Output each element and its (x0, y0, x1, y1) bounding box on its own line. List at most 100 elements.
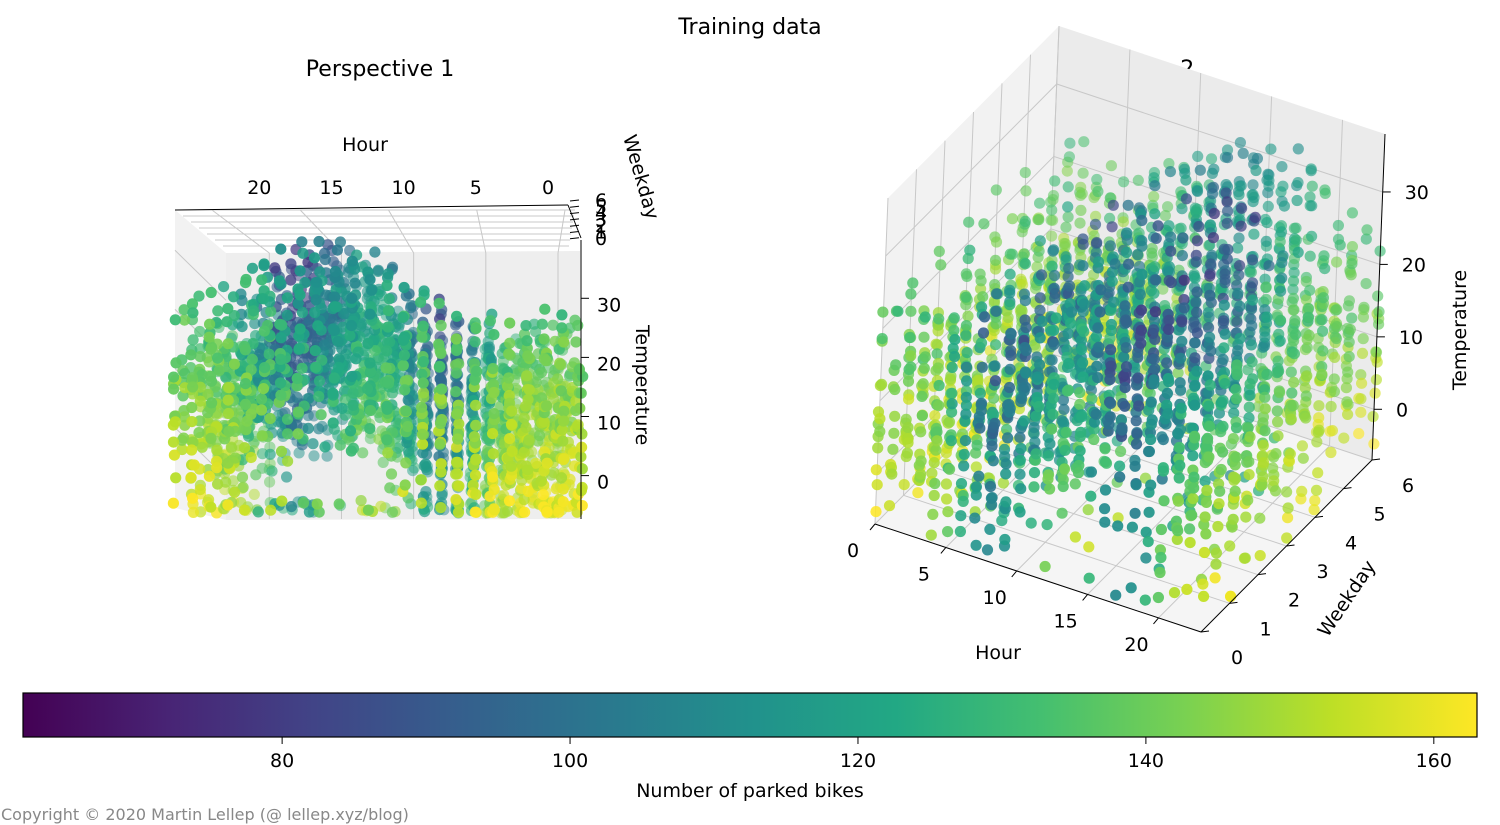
panel-1-point (275, 445, 288, 457)
panel-2-point (1060, 221, 1072, 233)
panel-2-point (1085, 466, 1097, 478)
panel-2-y-tick (1200, 630, 1210, 633)
panel-1-point (355, 495, 367, 507)
panel-2-point (1057, 394, 1069, 406)
panel-2-point (1050, 312, 1062, 324)
panel-1-point (333, 361, 345, 373)
panel-1-point (417, 356, 430, 368)
panel-2-point (1218, 299, 1230, 311)
panel-2-point (1346, 207, 1358, 219)
panel-1-point (292, 406, 304, 418)
panel-2-point (1277, 250, 1289, 262)
panel-1-point (416, 331, 428, 343)
panel-2-point (1046, 260, 1058, 273)
panel-2-point (1256, 479, 1268, 491)
panel-2-point (1216, 446, 1229, 458)
panel-1-point (487, 428, 499, 440)
panel-2-point (1221, 217, 1233, 229)
panel-1-point (186, 401, 198, 414)
panel-2-point (1229, 485, 1241, 497)
panel-2-point (876, 333, 888, 345)
panel-2-x-tick-label: 0 (847, 540, 859, 562)
panel-2-y-tick-label: 0 (1231, 647, 1243, 669)
panel-2-point (1297, 452, 1309, 464)
panel-2-point (1328, 386, 1340, 398)
panel-2-point (1148, 190, 1160, 203)
panel-2-point (1090, 408, 1102, 420)
panel-1-point (275, 389, 287, 401)
panel-1-point (574, 402, 586, 414)
panel-1-z-tick-label: 10 (597, 413, 621, 435)
panel-2-point (1075, 334, 1087, 346)
panel-1-point (223, 382, 235, 394)
panel-2-point (926, 467, 938, 479)
panel-2-point (1269, 485, 1282, 497)
panel-1-point (487, 448, 499, 460)
panel-2-point (1326, 425, 1338, 437)
panel-1-point (557, 435, 569, 447)
panel-1-point (518, 412, 530, 424)
panel-1-point (397, 334, 409, 346)
panel-2-point (1281, 532, 1293, 544)
panel-2-point (1360, 233, 1372, 245)
panel-2-point (1181, 583, 1193, 596)
panel-2-z-tick-label: 20 (1402, 254, 1426, 276)
panel-2-point (1205, 153, 1218, 165)
panel-1-point (576, 500, 588, 512)
panel-2-point (1174, 459, 1186, 471)
panel-2-point (1016, 305, 1028, 317)
panel-2-point (1232, 345, 1244, 357)
panel-1-point (364, 308, 376, 320)
panel-2-point (1244, 389, 1256, 401)
panel-2-point (1244, 431, 1256, 443)
panel-2-point (925, 529, 937, 541)
panel-1-z-tick-label: 30 (597, 294, 621, 316)
panel-2-point (1020, 185, 1032, 197)
panel-1-point (344, 425, 357, 437)
panel-2-point (1261, 368, 1273, 380)
colorbar-tick-label: 120 (840, 750, 876, 772)
panel-2-point (1240, 511, 1252, 523)
panel-2-point (1259, 425, 1271, 437)
panel-2-point (1277, 180, 1289, 192)
panel-2-point (1172, 495, 1184, 507)
panel-2-point (1004, 287, 1016, 299)
panel-1-z-tick-label: 20 (597, 353, 621, 375)
panel-2-point (1034, 235, 1046, 247)
panel-2-point (1274, 335, 1286, 347)
panel-1-point (203, 470, 215, 482)
panel-2-point (1265, 143, 1277, 155)
panel-2-point (1221, 196, 1233, 208)
panel-1-point (212, 305, 224, 317)
panel-2-point (1077, 260, 1089, 272)
panel-2-point (1191, 306, 1203, 318)
panel-2-point (1047, 190, 1060, 202)
panel-2-point (1049, 292, 1061, 304)
panel-2-point (1064, 137, 1076, 149)
panel-1-point (346, 370, 358, 383)
panel-2-point (1063, 151, 1075, 163)
panel-2-point (962, 252, 974, 265)
panel-2-point (1227, 513, 1239, 525)
panel-1-point (178, 314, 191, 326)
panel-1-point (470, 454, 482, 466)
panel-2-point (1237, 147, 1249, 159)
panel-2-point (1233, 269, 1245, 281)
panel-1-point (350, 353, 362, 365)
panel-2-point (947, 342, 959, 354)
panel-1-point (450, 468, 462, 480)
panel-2-point (972, 374, 984, 386)
panel-2-point (1317, 292, 1329, 304)
panel-1-point (205, 501, 217, 513)
panel-2-point (1230, 422, 1243, 434)
panel-2-point (1219, 268, 1231, 280)
panel-1-point (450, 367, 462, 379)
panel-1-zlabel: Temperature (631, 324, 653, 445)
panel-2-point (1140, 526, 1152, 538)
panel-1-point (257, 383, 270, 395)
panel-2-point (1065, 306, 1078, 318)
panel-2-point (1276, 272, 1288, 284)
panel-1-point (452, 433, 464, 445)
